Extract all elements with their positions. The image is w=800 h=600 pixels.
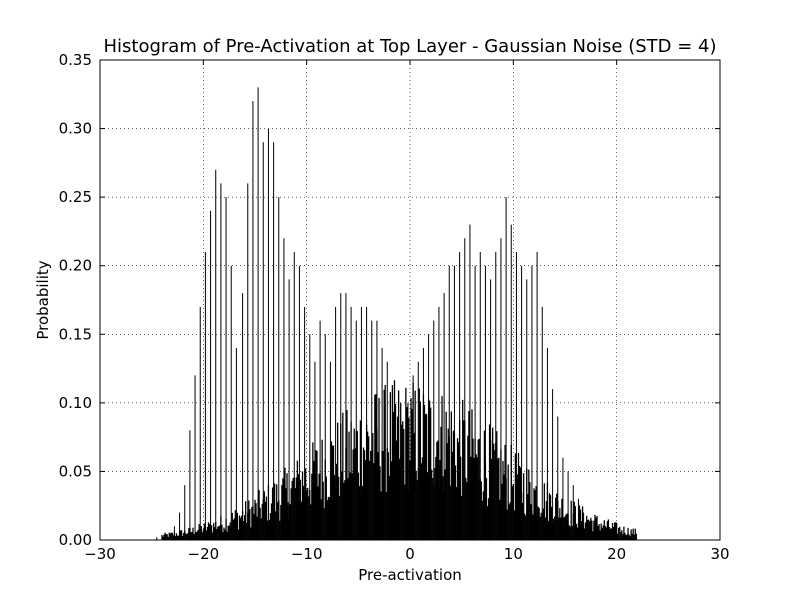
y-tick-label: 0.35 [59,51,92,69]
x-tick-label: −20 [188,545,220,563]
x-tick-label: 0 [405,545,415,563]
y-tick-label: 0.00 [59,531,92,549]
x-tick-label: 10 [504,545,523,563]
y-tick-label: 0.30 [59,120,92,138]
x-tick-label: −30 [84,545,116,563]
axis-ticks [99,59,721,541]
x-tick-labels: −30 −20 −10 0 10 20 30 [84,545,729,563]
chart-title: Histogram of Pre-Activation at Top Layer… [103,36,716,57]
y-tick-labels: 0.00 0.05 0.10 0.15 0.20 0.25 0.30 0.35 [59,51,92,549]
x-tick-label: −10 [291,545,323,563]
y-axis-title: Probability [34,260,52,339]
y-tick-label: 0.25 [59,188,92,206]
x-tick-label: 20 [607,545,626,563]
y-tick-label: 0.20 [59,257,92,275]
y-tick-label: 0.05 [59,462,92,480]
x-axis-title: Pre-activation [358,566,462,584]
histogram-bars [156,87,637,540]
y-tick-label: 0.10 [59,394,92,412]
x-tick-label: 30 [710,545,729,563]
y-tick-label: 0.15 [59,325,92,343]
